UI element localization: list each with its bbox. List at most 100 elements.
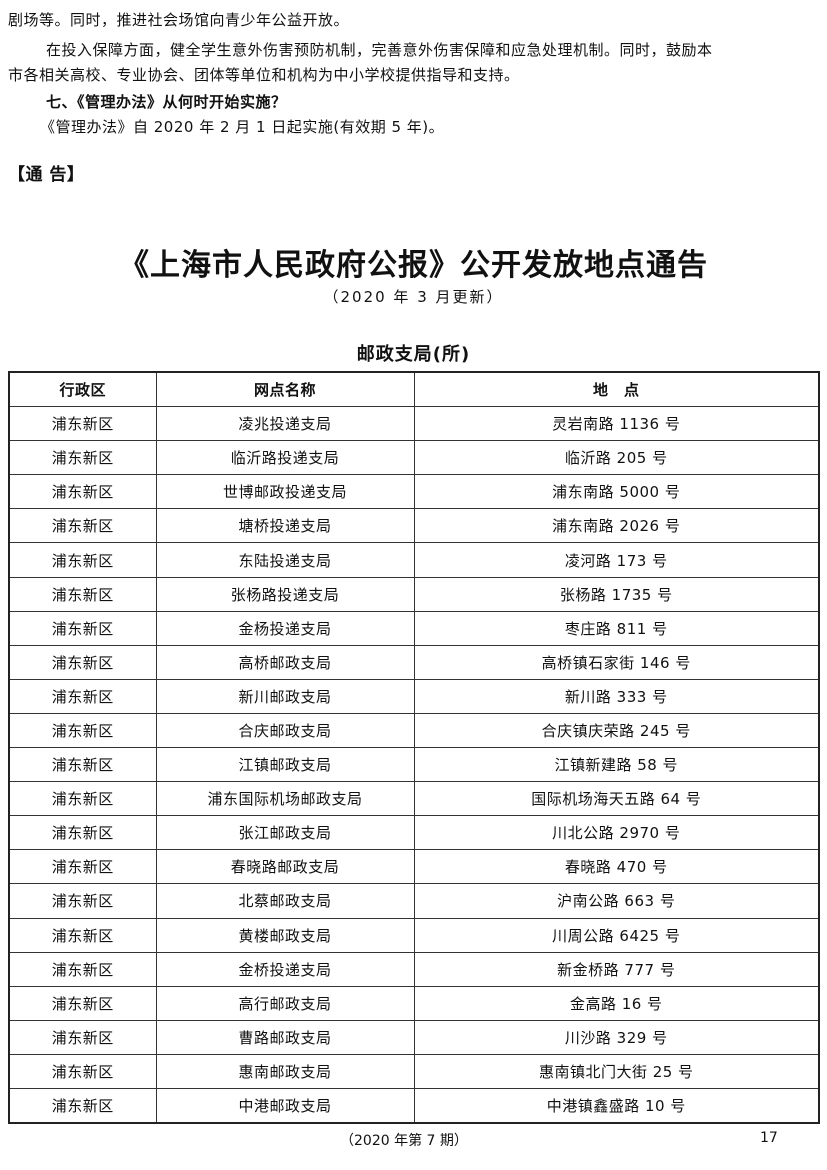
header-district: 行政区 bbox=[8, 371, 157, 408]
cell-address: 金高路 16 号 bbox=[413, 985, 820, 1021]
cell-district: 浦东新区 bbox=[8, 542, 157, 578]
table-row: 浦东新区 塘桥投递支局 浦东南路 2026 号 bbox=[8, 508, 820, 544]
cell-district: 浦东新区 bbox=[8, 951, 157, 987]
cell-district: 浦东新区 bbox=[8, 1087, 157, 1124]
cell-district: 浦东新区 bbox=[8, 747, 157, 783]
table-row: 浦东新区 浦东国际机场邮政支局 国际机场海天五路 64 号 bbox=[8, 781, 820, 817]
cell-address: 中港镇鑫盛路 10 号 bbox=[413, 1087, 820, 1124]
cell-district: 浦东新区 bbox=[8, 678, 157, 714]
cell-address: 川周公路 6425 号 bbox=[413, 917, 820, 953]
cell-district: 浦东新区 bbox=[8, 474, 157, 510]
cell-address: 新川路 333 号 bbox=[413, 678, 820, 714]
cell-district: 浦东新区 bbox=[8, 815, 157, 851]
cell-name: 世博邮政投递支局 bbox=[155, 474, 415, 510]
cell-name: 黄楼邮政支局 bbox=[155, 917, 415, 953]
header-address: 地 点 bbox=[413, 371, 820, 408]
table-row: 浦东新区 春晓路邮政支局 春晓路 470 号 bbox=[8, 849, 820, 885]
cell-district: 浦东新区 bbox=[8, 985, 157, 1021]
subtitle: （2020 年 3 月更新） bbox=[323, 288, 504, 306]
question-heading: 七、《管理办法》从何时开始实施？ bbox=[46, 93, 287, 111]
cell-address: 高桥镇石家街 146 号 bbox=[413, 644, 820, 680]
cell-district: 浦东新区 bbox=[8, 712, 157, 749]
cell-name: 高桥邮政支局 bbox=[155, 644, 415, 680]
cell-name: 张江邮政支局 bbox=[155, 815, 415, 851]
cell-name: 新川邮政支局 bbox=[155, 678, 415, 714]
table-row: 浦东新区 北蔡邮政支局 沪南公路 663 号 bbox=[8, 883, 820, 919]
cell-name: 张杨路投递支局 bbox=[155, 576, 415, 612]
cell-district: 浦东新区 bbox=[8, 406, 157, 442]
table-row: 浦东新区 凌兆投递支局 灵岩南路 1136 号 bbox=[8, 406, 820, 442]
cell-district: 浦东新区 bbox=[8, 917, 157, 953]
table-row: 浦东新区 金桥投递支局 新金桥路 777 号 bbox=[8, 951, 820, 987]
cell-address: 枣庄路 811 号 bbox=[413, 610, 820, 646]
cell-name: 北蔡邮政支局 bbox=[155, 883, 415, 919]
table-row: 浦东新区 惠南邮政支局 惠南镇北门大街 25 号 bbox=[8, 1053, 820, 1089]
table-row: 浦东新区 世博邮政投递支局 浦东南路 5000 号 bbox=[8, 474, 820, 510]
cell-address: 浦东南路 2026 号 bbox=[413, 508, 820, 544]
table-row: 浦东新区 黄楼邮政支局 川周公路 6425 号 bbox=[8, 917, 820, 953]
cell-name: 临沂路投递支局 bbox=[155, 440, 415, 476]
paragraph-line: 《管理办法》自 2020 年 2 月 1 日起实施(有效期 5 年)。 bbox=[40, 118, 445, 136]
table-row: 浦东新区 高桥邮政支局 高桥镇石家街 146 号 bbox=[8, 644, 820, 680]
cell-name: 东陆投递支局 bbox=[155, 542, 415, 578]
cell-district: 浦东新区 bbox=[8, 610, 157, 646]
cell-name: 金桥投递支局 bbox=[155, 951, 415, 987]
cell-address: 沪南公路 663 号 bbox=[413, 883, 820, 919]
cell-district: 浦东新区 bbox=[8, 440, 157, 476]
cell-address: 临沂路 205 号 bbox=[413, 440, 820, 476]
cell-district: 浦东新区 bbox=[8, 781, 157, 817]
cell-district: 浦东新区 bbox=[8, 508, 157, 544]
cell-name: 合庆邮政支局 bbox=[155, 712, 415, 749]
cell-name: 塘桥投递支局 bbox=[155, 508, 415, 544]
table-header-row: 行政区 网点名称 地 点 bbox=[8, 371, 820, 408]
cell-address: 江镇新建路 58 号 bbox=[413, 747, 820, 783]
header-name: 网点名称 bbox=[155, 371, 415, 408]
cell-name: 中港邮政支局 bbox=[155, 1087, 415, 1124]
cell-address: 合庆镇庆荣路 245 号 bbox=[413, 712, 820, 749]
cell-name: 浦东国际机场邮政支局 bbox=[155, 781, 415, 817]
cell-name: 金杨投递支局 bbox=[155, 610, 415, 646]
section-tag: 【通 告】 bbox=[8, 165, 85, 185]
cell-address: 国际机场海天五路 64 号 bbox=[413, 781, 820, 817]
cell-name: 江镇邮政支局 bbox=[155, 747, 415, 783]
cell-district: 浦东新区 bbox=[8, 849, 157, 885]
table-row: 浦东新区 东陆投递支局 凌河路 173 号 bbox=[8, 542, 820, 578]
cell-address: 春晓路 470 号 bbox=[413, 849, 820, 885]
locations-table: 行政区 网点名称 地 点 浦东新区 凌兆投递支局 灵岩南路 1136 号浦东新区 临沂… bbox=[8, 371, 820, 1125]
table-row: 浦东新区 合庆邮政支局 合庆镇庆荣路 245 号 bbox=[8, 712, 820, 749]
cell-address: 凌河路 173 号 bbox=[413, 542, 820, 578]
page-title: 《上海市人民政府公报》公开发放地点通告 bbox=[119, 248, 708, 283]
cell-name: 惠南邮政支局 bbox=[155, 1053, 415, 1089]
issue-footer: （2020 年第 7 期） bbox=[340, 1133, 468, 1149]
cell-district: 浦东新区 bbox=[8, 1019, 157, 1055]
cell-address: 川沙路 329 号 bbox=[413, 1019, 820, 1055]
cell-address: 川北公路 2970 号 bbox=[413, 815, 820, 851]
cell-address: 新金桥路 777 号 bbox=[413, 951, 820, 987]
cell-name: 凌兆投递支局 bbox=[155, 406, 415, 442]
table-row: 浦东新区 中港邮政支局 中港镇鑫盛路 10 号 bbox=[8, 1087, 820, 1124]
cell-address: 浦东南路 5000 号 bbox=[413, 474, 820, 510]
cell-district: 浦东新区 bbox=[8, 644, 157, 680]
paragraph-line: 在投入保障方面，健全学生意外伤害预防机制，完善意外伤害保障和应急处理机制。同时，… bbox=[46, 41, 713, 59]
table-row: 浦东新区 江镇邮政支局 江镇新建路 58 号 bbox=[8, 747, 820, 783]
cell-name: 春晓路邮政支局 bbox=[155, 849, 415, 885]
cell-address: 张杨路 1735 号 bbox=[413, 576, 820, 612]
paragraph-line: 市各相关高校、专业协会、团体等单位和机构为中小学校提供指导和支持。 bbox=[8, 66, 520, 84]
table-caption: 邮政支局(所) bbox=[356, 344, 471, 365]
page-number: 17 bbox=[760, 1130, 778, 1146]
paragraph-line: 剧场等。同时，推进社会场馆向青少年公益开放。 bbox=[8, 11, 350, 29]
cell-name: 高行邮政支局 bbox=[155, 985, 415, 1021]
table-row: 浦东新区 曹路邮政支局 川沙路 329 号 bbox=[8, 1019, 820, 1055]
table-row: 浦东新区 张杨路投递支局 张杨路 1735 号 bbox=[8, 576, 820, 612]
table-row: 浦东新区 临沂路投递支局 临沂路 205 号 bbox=[8, 440, 820, 476]
cell-district: 浦东新区 bbox=[8, 1053, 157, 1089]
cell-address: 灵岩南路 1136 号 bbox=[413, 406, 820, 442]
table-row: 浦东新区 张江邮政支局 川北公路 2970 号 bbox=[8, 815, 820, 851]
cell-district: 浦东新区 bbox=[8, 576, 157, 612]
cell-district: 浦东新区 bbox=[8, 883, 157, 919]
table-row: 浦东新区 高行邮政支局 金高路 16 号 bbox=[8, 985, 820, 1021]
cell-address: 惠南镇北门大街 25 号 bbox=[413, 1053, 820, 1089]
table-row: 浦东新区 金杨投递支局 枣庄路 811 号 bbox=[8, 610, 820, 646]
cell-name: 曹路邮政支局 bbox=[155, 1019, 415, 1055]
table-row: 浦东新区 新川邮政支局 新川路 333 号 bbox=[8, 678, 820, 714]
